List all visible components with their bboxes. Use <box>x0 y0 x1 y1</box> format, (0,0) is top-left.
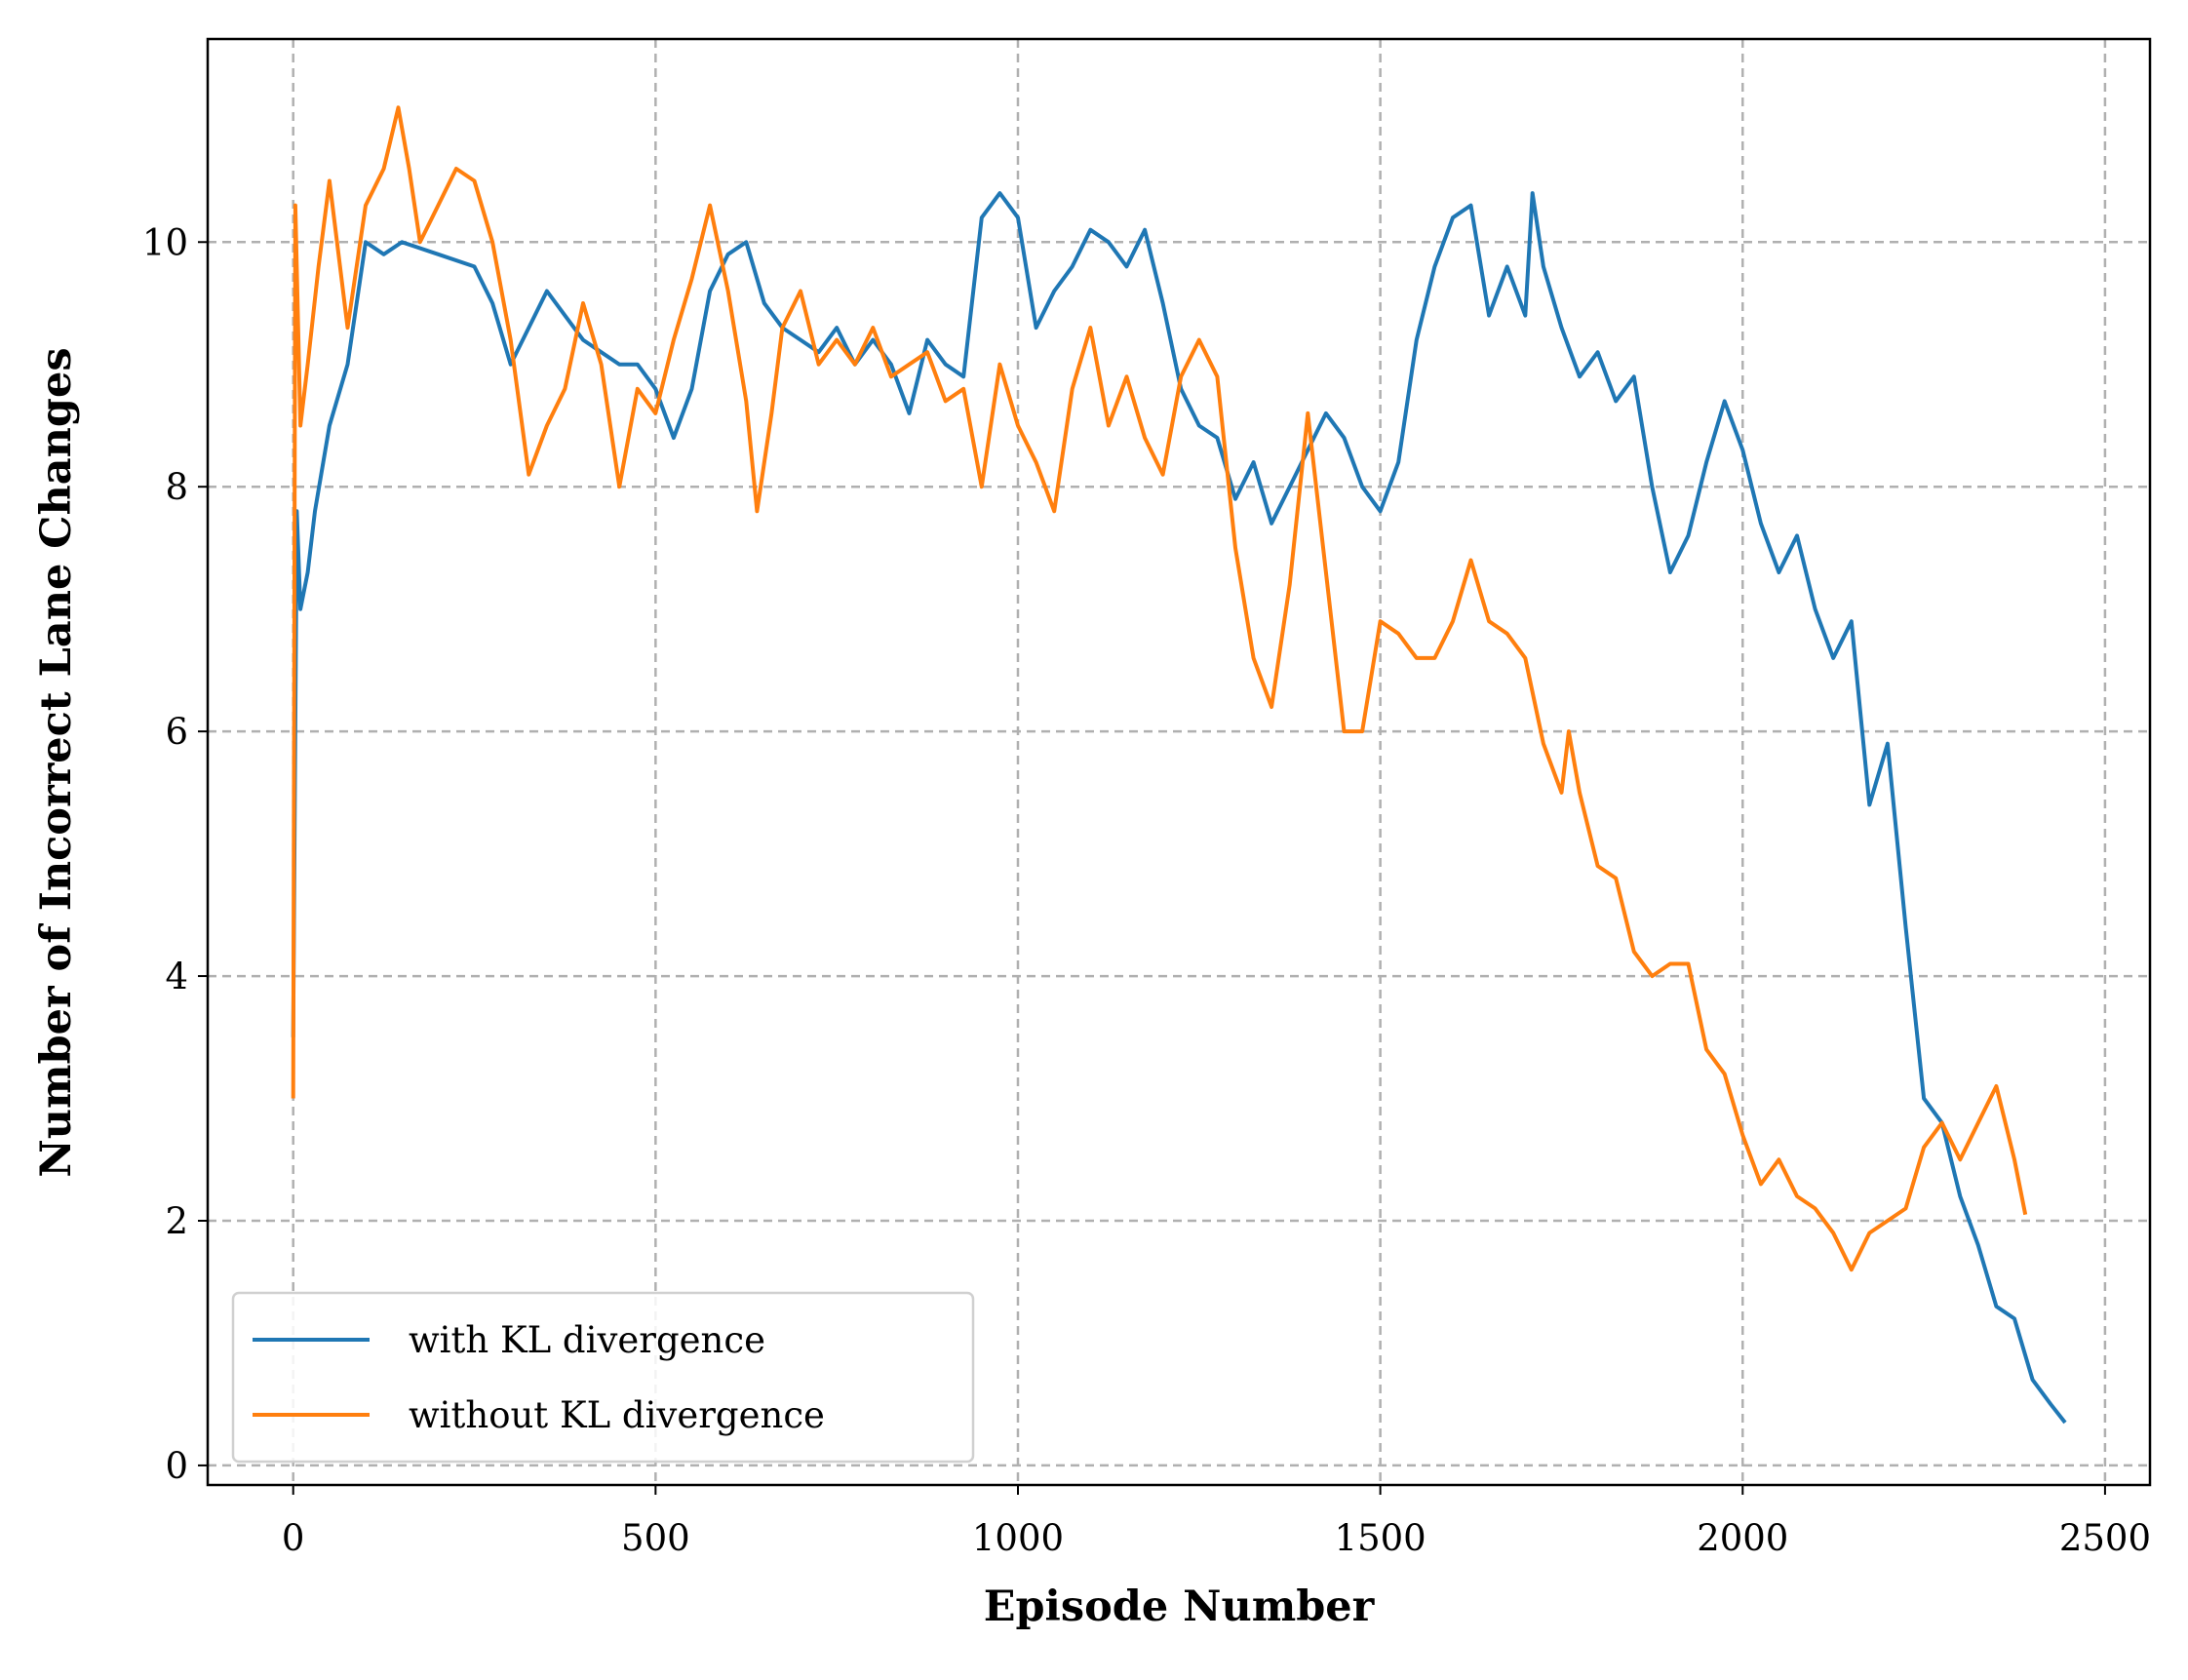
x-tick-label: 1000 <box>972 1517 1064 1559</box>
y-axis-title: Number of Incorrect Lane Changes <box>32 347 81 1177</box>
x-tick-label: 0 <box>282 1517 305 1559</box>
y-tick-label: 0 <box>165 1445 188 1487</box>
x-axis-title: Episode Number <box>984 1582 1376 1631</box>
y-tick-label: 2 <box>165 1200 188 1242</box>
legend-label: without KL divergence <box>409 1394 825 1436</box>
y-tick-label: 4 <box>165 956 188 997</box>
plot-frame <box>206 37 2152 1487</box>
line-series <box>291 105 2028 1272</box>
x-tick-label: 1500 <box>1335 1517 1426 1559</box>
legend: with KL divergence without KL divergence <box>231 1291 975 1464</box>
y-tick-label: 8 <box>165 466 188 508</box>
y-tick-label: 10 <box>142 221 188 263</box>
legend-label: with KL divergence <box>409 1319 765 1361</box>
y-tick-label: 6 <box>165 711 188 753</box>
x-tick-label: 2500 <box>2059 1517 2151 1559</box>
legend-frame <box>231 1291 975 1464</box>
x-tick-label: 500 <box>621 1517 690 1559</box>
x-tick-label: 2000 <box>1697 1517 1788 1559</box>
